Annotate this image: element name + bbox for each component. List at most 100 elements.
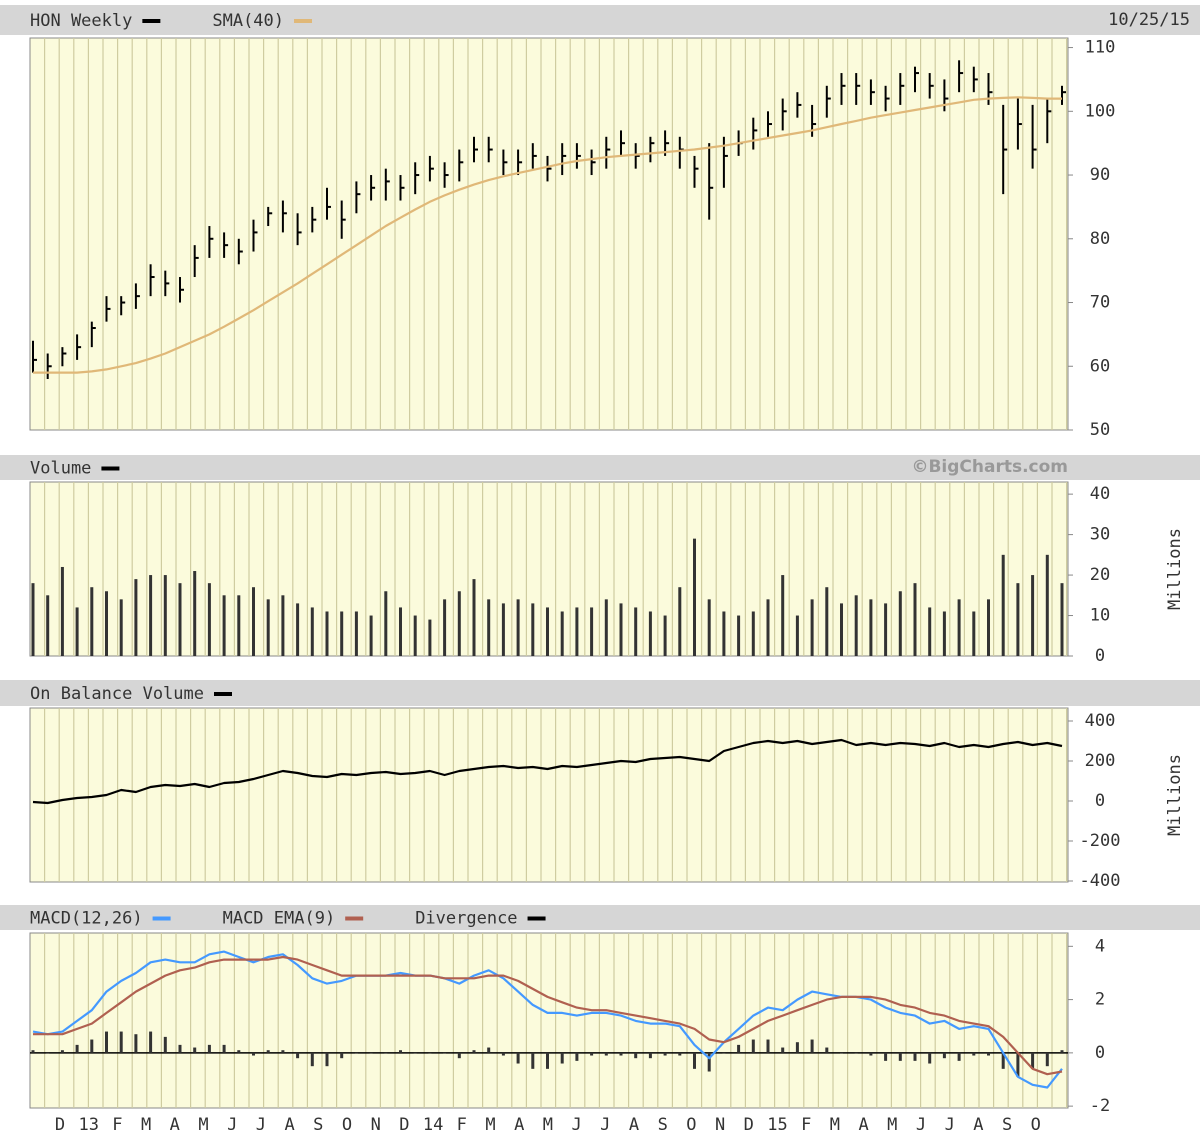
bar: [31, 1050, 35, 1053]
x-tick-label: S: [1002, 1115, 1012, 1135]
bar: [722, 1052, 726, 1054]
bar: [252, 587, 255, 656]
y-tick-label: -200: [1080, 831, 1121, 851]
bar: [781, 1047, 785, 1053]
y-tick-label: 0: [1095, 646, 1105, 666]
x-tick-label: D: [55, 1115, 65, 1135]
x-tick-label: 15: [767, 1115, 787, 1135]
bar: [707, 1052, 711, 1072]
bar: [222, 1044, 226, 1053]
x-tick-label: M: [141, 1115, 151, 1135]
bar: [134, 1034, 138, 1053]
legend-label: On Balance Volume: [30, 684, 204, 704]
bar: [413, 615, 417, 656]
bar: [619, 603, 623, 656]
x-tick-label: A: [284, 1115, 294, 1135]
bar: [1016, 1052, 1020, 1077]
x-tick-label: N: [715, 1115, 725, 1135]
bar: [766, 1039, 770, 1053]
bar: [722, 611, 726, 656]
x-tick-label: F: [801, 1115, 811, 1135]
bar: [428, 619, 432, 656]
y-tick-label: -2: [1090, 1096, 1110, 1116]
bar: [825, 1047, 829, 1053]
legend-label: MACD(12,26): [30, 909, 143, 929]
bar: [634, 607, 638, 656]
bar: [634, 1052, 638, 1059]
bar: [105, 1031, 108, 1053]
bar: [987, 599, 990, 656]
plot-area: [29, 932, 1069, 1109]
bar: [590, 607, 594, 656]
legend-label: Divergence: [415, 909, 517, 929]
bar: [75, 1044, 79, 1053]
bar: [810, 599, 814, 656]
series-line: [33, 955, 1063, 1076]
x-tick-label: O: [342, 1115, 352, 1135]
x-tick-label: N: [371, 1115, 381, 1135]
x-tick-label: J: [600, 1115, 610, 1135]
bar: [737, 1044, 741, 1053]
bar: [266, 1050, 270, 1053]
legend-label: SMA(40): [212, 11, 284, 31]
bar: [531, 1052, 535, 1069]
bar: [46, 595, 50, 656]
series-line: [32, 950, 1063, 1089]
background: [0, 5, 1200, 1109]
y-tick-label: 400: [1085, 711, 1116, 731]
bar: [281, 1050, 285, 1053]
bar: [119, 599, 123, 656]
bar: [384, 591, 388, 656]
bar: [795, 615, 799, 656]
bar: [487, 1047, 491, 1053]
bar: [693, 1052, 696, 1069]
x-tick-label: J: [945, 1115, 955, 1135]
bar: [928, 1052, 932, 1064]
bar: [898, 591, 902, 656]
bar: [149, 1031, 153, 1053]
bar: [942, 1052, 946, 1059]
bar: [207, 1044, 211, 1053]
x-tick-label: M: [887, 1115, 897, 1135]
chart-date: 10/25/15: [1108, 10, 1190, 30]
bar: [163, 1036, 167, 1053]
bar: [222, 595, 226, 656]
y-axis-label: Millions: [1165, 754, 1185, 836]
x-tick-label: 14: [423, 1115, 443, 1135]
bar: [340, 611, 344, 656]
y-tick-label: 30: [1090, 525, 1110, 545]
bar: [898, 1052, 902, 1061]
y-tick-label: 110: [1085, 38, 1116, 58]
bar: [31, 583, 35, 656]
bar: [90, 1039, 94, 1053]
source-credit: ©BigCharts.com: [911, 457, 1068, 477]
bar: [178, 1044, 182, 1053]
bar: [134, 579, 138, 656]
bar: [678, 1052, 682, 1056]
legend-label: MACD EMA(9): [223, 909, 336, 929]
bar: [428, 1052, 432, 1054]
bar: [1045, 554, 1049, 656]
bar: [648, 1052, 652, 1059]
bar: [443, 1052, 447, 1054]
x-tick-label: D: [399, 1115, 409, 1135]
bar: [546, 607, 549, 656]
bar: [972, 611, 976, 656]
x-tick-label: A: [170, 1115, 180, 1135]
legend-label: Volume: [30, 459, 91, 479]
bar: [590, 1052, 594, 1056]
y-tick-label: 200: [1085, 751, 1116, 771]
bar: [604, 1052, 608, 1056]
bar: [546, 1052, 549, 1069]
y-axis-label: Millions: [1165, 528, 1185, 610]
x-tick-label: A: [514, 1115, 524, 1135]
bar: [472, 1050, 476, 1053]
bar: [678, 587, 682, 656]
y-tick-label: 60: [1090, 356, 1110, 376]
bar: [457, 1052, 461, 1059]
bar: [1031, 1052, 1035, 1069]
y-tick-label: 2: [1095, 990, 1105, 1010]
x-tick-label: F: [457, 1115, 467, 1135]
x-tick-label: J: [916, 1115, 926, 1135]
bar: [928, 607, 932, 656]
